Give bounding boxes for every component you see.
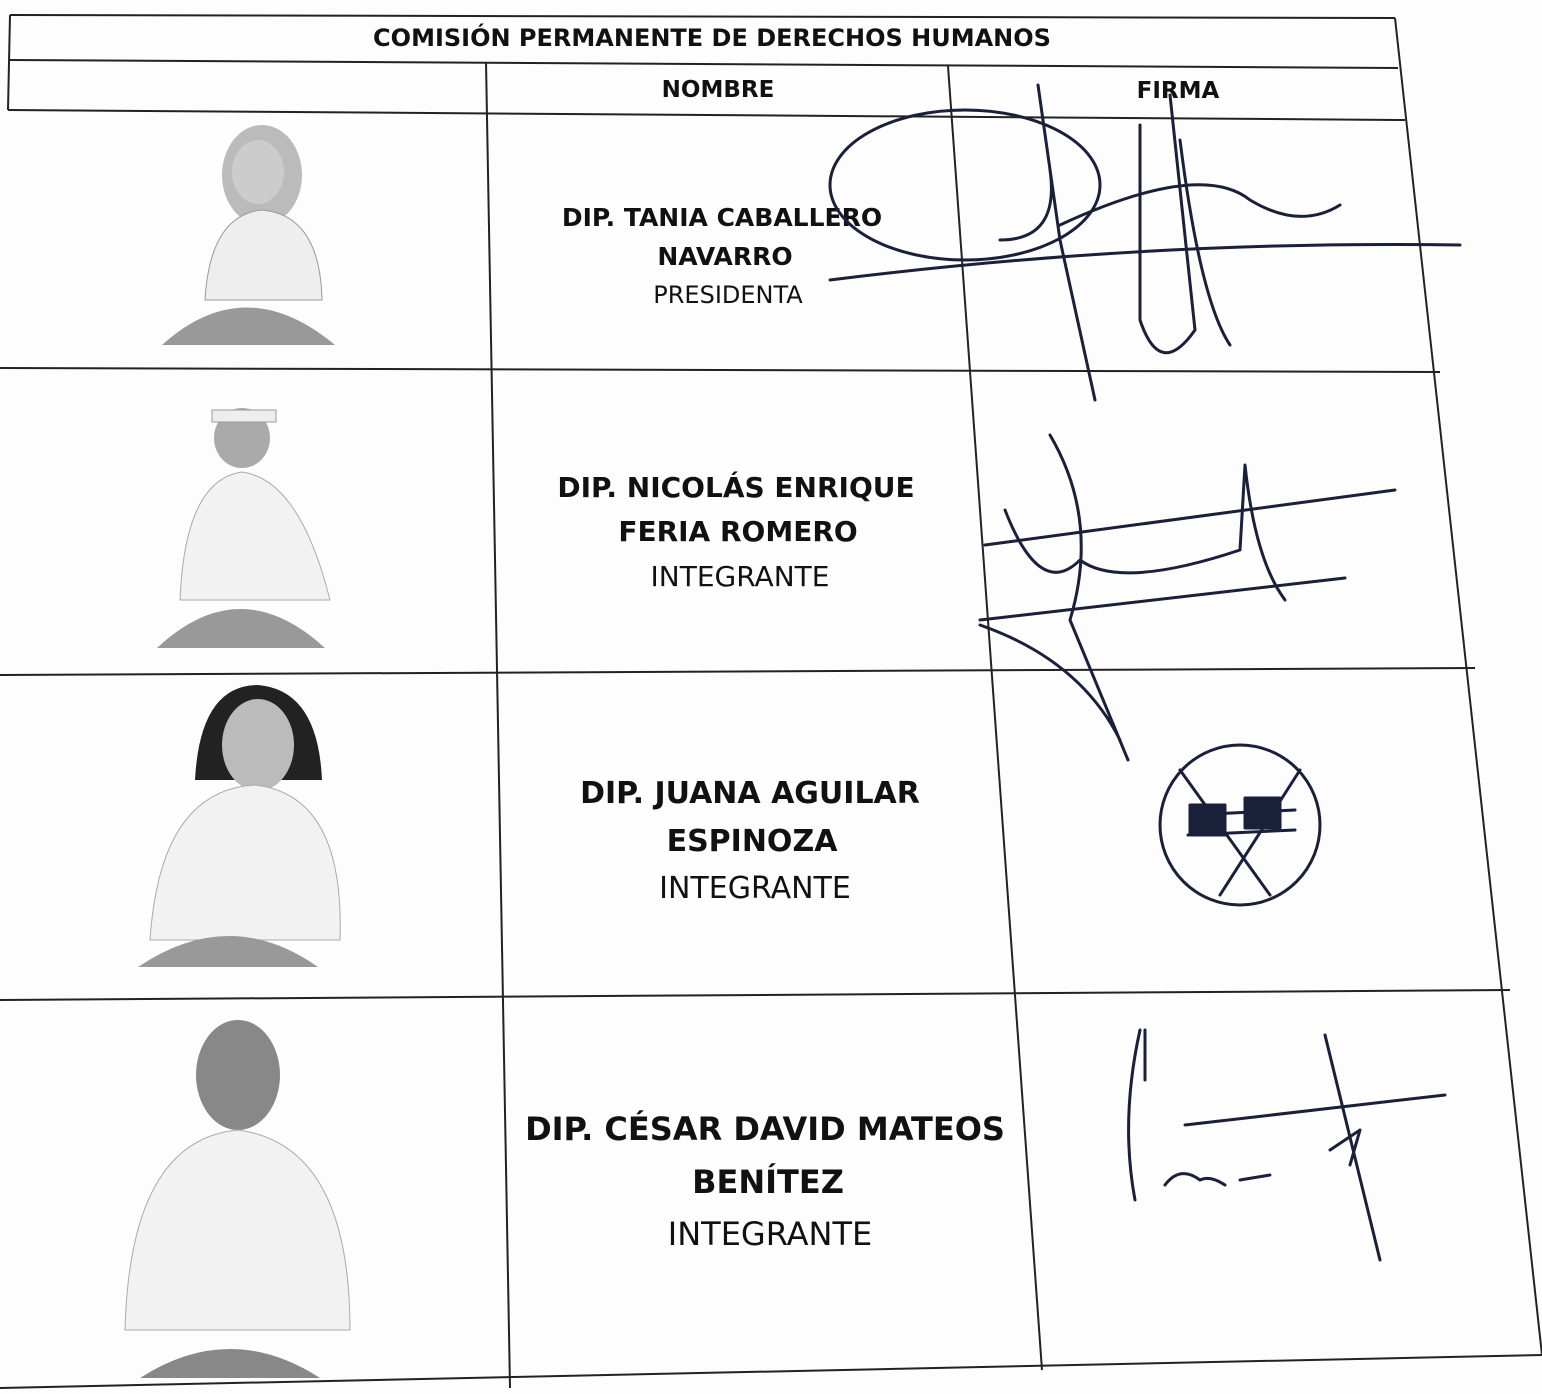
header-firma: FIRMA bbox=[1137, 78, 1220, 104]
member-role: INTEGRANTE bbox=[659, 871, 851, 906]
member-name: ESPINOZA bbox=[667, 824, 839, 859]
member-role: PRESIDENTA bbox=[653, 281, 803, 309]
member-name: DIP. TANIA CABALLERO bbox=[562, 203, 882, 232]
member-name: FERIA ROMERO bbox=[618, 515, 857, 548]
member-role: INTEGRANTE bbox=[668, 1215, 872, 1253]
member-name: DIP. NICOLÁS ENRIQUE bbox=[557, 470, 914, 504]
member-name: DIP. JUANA AGUILAR bbox=[580, 776, 920, 811]
member-name: BENÍTEZ bbox=[692, 1163, 844, 1201]
photo bbox=[162, 125, 335, 345]
signature bbox=[1158, 743, 1322, 907]
member-name: DIP. CÉSAR DAVID MATEOS bbox=[525, 1110, 1005, 1148]
signature bbox=[1127, 1028, 1447, 1262]
photo bbox=[157, 408, 331, 648]
signature bbox=[828, 83, 1462, 402]
table-lines bbox=[0, 14, 1542, 1389]
title: COMISIÓN PERMANENTE DE DERECHOS HUMANOS bbox=[373, 22, 1051, 52]
member-name: NAVARRO bbox=[657, 242, 792, 271]
photo bbox=[138, 685, 341, 967]
member-role: INTEGRANTE bbox=[651, 560, 830, 593]
photo bbox=[124, 1020, 351, 1378]
header-nombre: NOMBRE bbox=[662, 77, 775, 103]
signature bbox=[978, 433, 1397, 762]
